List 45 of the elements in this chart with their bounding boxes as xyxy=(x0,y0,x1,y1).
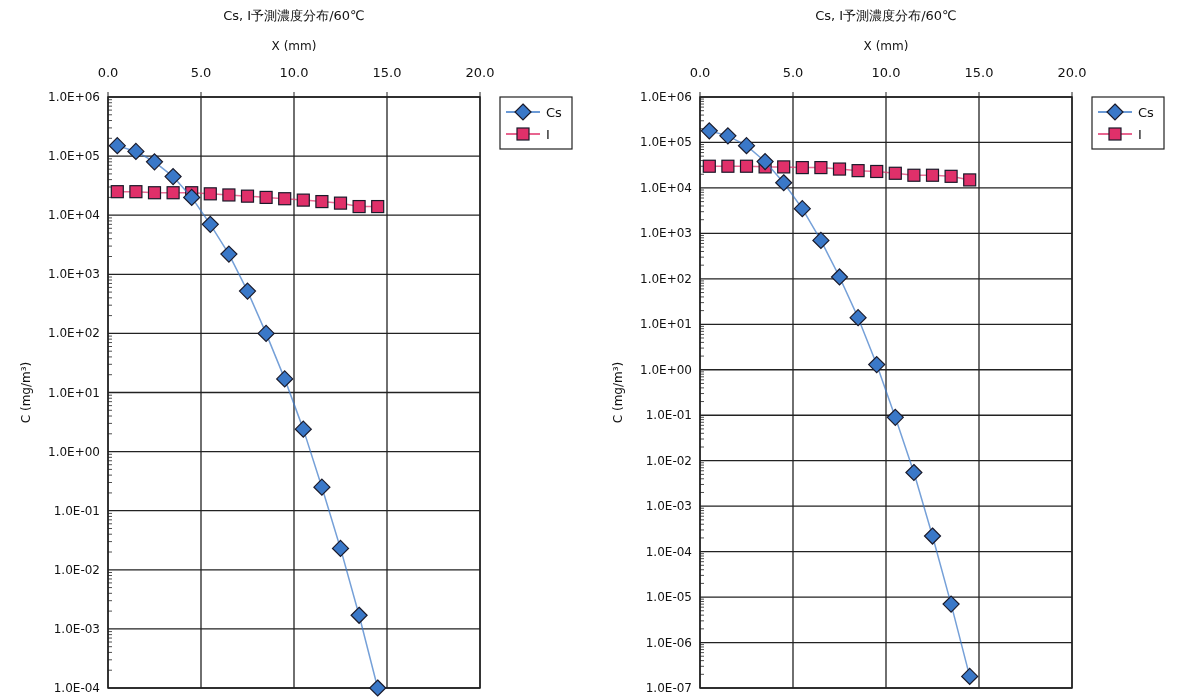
legend-label: Cs xyxy=(1138,105,1155,120)
y-tick-label: 1.0E+03 xyxy=(48,267,100,282)
y-tick-label: 1.0E+05 xyxy=(48,149,100,164)
y-tick-label: 1.0E-01 xyxy=(645,408,692,423)
x-tick-label: 20.0 xyxy=(1057,65,1087,80)
y-tick-label: 1.0E+06 xyxy=(640,90,692,104)
y-tick-label: 1.0E+01 xyxy=(640,317,692,332)
y-tick-label: 1.0E+05 xyxy=(640,135,692,150)
y-tick-label: 1.0E+01 xyxy=(48,385,100,400)
x-tick-label: 0.0 xyxy=(97,65,119,80)
x-tick-label: 0.0 xyxy=(689,65,711,80)
y-tick-label: 1.0E+06 xyxy=(48,90,100,104)
y-tick-label: 1.0E-02 xyxy=(645,453,692,468)
y-axis-title: C (mg/m³) xyxy=(611,361,625,424)
y-tick-label: 1.0E-03 xyxy=(645,499,692,514)
y-tick-label: 1.0E+02 xyxy=(640,271,692,286)
y-tick-label: 1.0E+00 xyxy=(640,362,692,377)
x-axis-title: X (mm) xyxy=(863,39,909,53)
y-tick-label: 1.0E+03 xyxy=(640,226,692,241)
x-tick-label: 15.0 xyxy=(372,65,402,80)
x-tick-label: 10.0 xyxy=(279,65,309,80)
legend-label: Cs xyxy=(546,105,563,120)
chart-title: Cs, I予測濃度分布/60℃ xyxy=(223,8,365,23)
legend-label: I xyxy=(1138,127,1142,142)
y-tick-label: 1.0E-06 xyxy=(645,635,692,650)
y-tick-label: 1.0E-03 xyxy=(53,621,100,636)
y-tick-label: 1.0E-05 xyxy=(645,590,692,605)
legend-label: I xyxy=(546,127,550,142)
x-tick-label: 5.0 xyxy=(190,65,212,80)
x-axis-title: X (mm) xyxy=(271,39,317,53)
y-tick-label: 1.0E-02 xyxy=(53,562,100,577)
y-tick-label: 1.0E+00 xyxy=(48,444,100,459)
y-tick-label: 1.0E+04 xyxy=(48,208,100,223)
y-tick-label: 1.0E-07 xyxy=(645,681,692,695)
x-tick-label: 15.0 xyxy=(964,65,994,80)
x-tick-label: 20.0 xyxy=(465,65,495,80)
x-tick-label: 5.0 xyxy=(782,65,804,80)
y-axis-title: C (mg/m³) xyxy=(19,361,33,424)
chart-title: Cs, I予測濃度分布/60℃ xyxy=(815,8,957,23)
x-tick-label: 10.0 xyxy=(871,65,901,80)
y-tick-label: 1.0E-04 xyxy=(53,681,100,695)
y-tick-label: 1.0E-04 xyxy=(645,544,692,559)
y-tick-label: 1.0E+04 xyxy=(640,180,692,195)
y-tick-label: 1.0E-01 xyxy=(53,503,100,518)
y-tick-label: 1.0E+02 xyxy=(48,326,100,341)
